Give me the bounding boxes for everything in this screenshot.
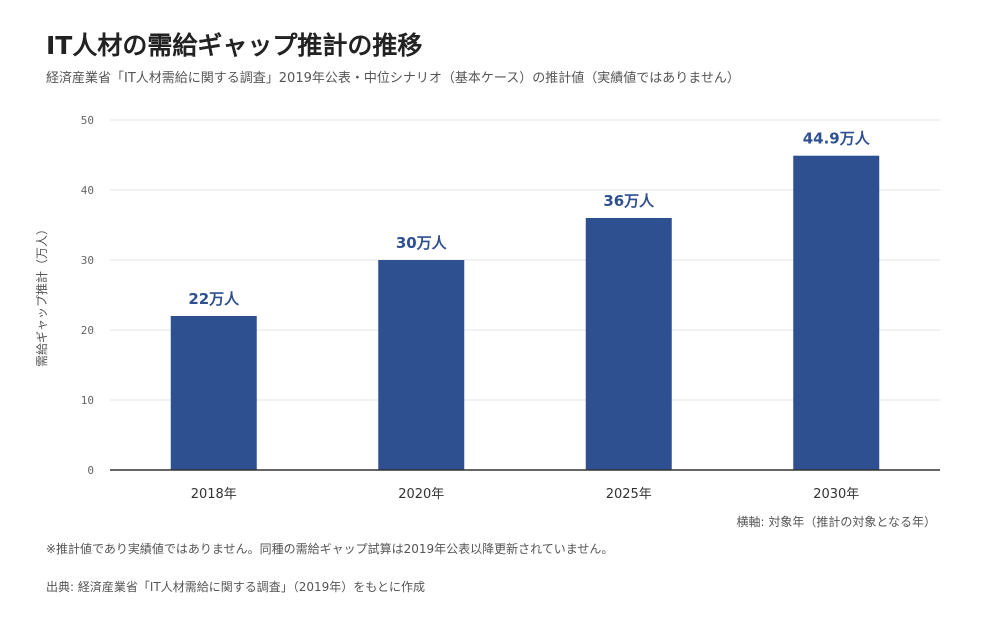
x-tick-label: 2025年: [606, 487, 652, 502]
chart-title: IT人材の需給ギャップ推計の推移: [46, 31, 423, 60]
data-label: 30万人: [396, 234, 448, 252]
y-tick-label: 30: [81, 254, 94, 267]
y-tick-label: 10: [81, 394, 94, 407]
bar: [793, 155, 880, 470]
y-tick-label: 50: [81, 114, 94, 127]
data-label: 44.9万人: [803, 130, 871, 148]
chart-subtitle: 経済産業省「IT人材需給に関する調査」2019年公表・中位シナリオ（基本ケース）…: [46, 71, 740, 86]
y-tick-label: 40: [81, 184, 94, 197]
bar: [585, 218, 672, 470]
bar-chart: 0 10 20 30 40 50 需給ギャップ推計（万人） 22万人 2018年 30万人 2020…: [34, 114, 940, 502]
x-tick-label: 2030年: [813, 487, 859, 502]
data-label: 36万人: [603, 192, 655, 210]
x-tick-label: 2018年: [191, 487, 237, 502]
footnote: ※推計値であり実績値ではありません。同種の需給ギャップ試算は2019年公表以降更…: [46, 542, 614, 556]
data-label: 22万人: [188, 290, 240, 308]
y-axis-title: 需給ギャップ推計（万人）: [34, 223, 49, 367]
y-tick-label: 20: [81, 324, 94, 337]
bar: [378, 260, 465, 470]
x-axis-note: 横軸: 対象年（推計の対象となる年）: [736, 515, 937, 529]
source-note: 出典: 経済産業省「IT人材需給に関する調査」（2019年）をもとに作成: [46, 580, 426, 594]
x-tick-label: 2020年: [398, 487, 444, 502]
bar: [170, 316, 257, 470]
y-tick-label: 0: [87, 464, 94, 477]
